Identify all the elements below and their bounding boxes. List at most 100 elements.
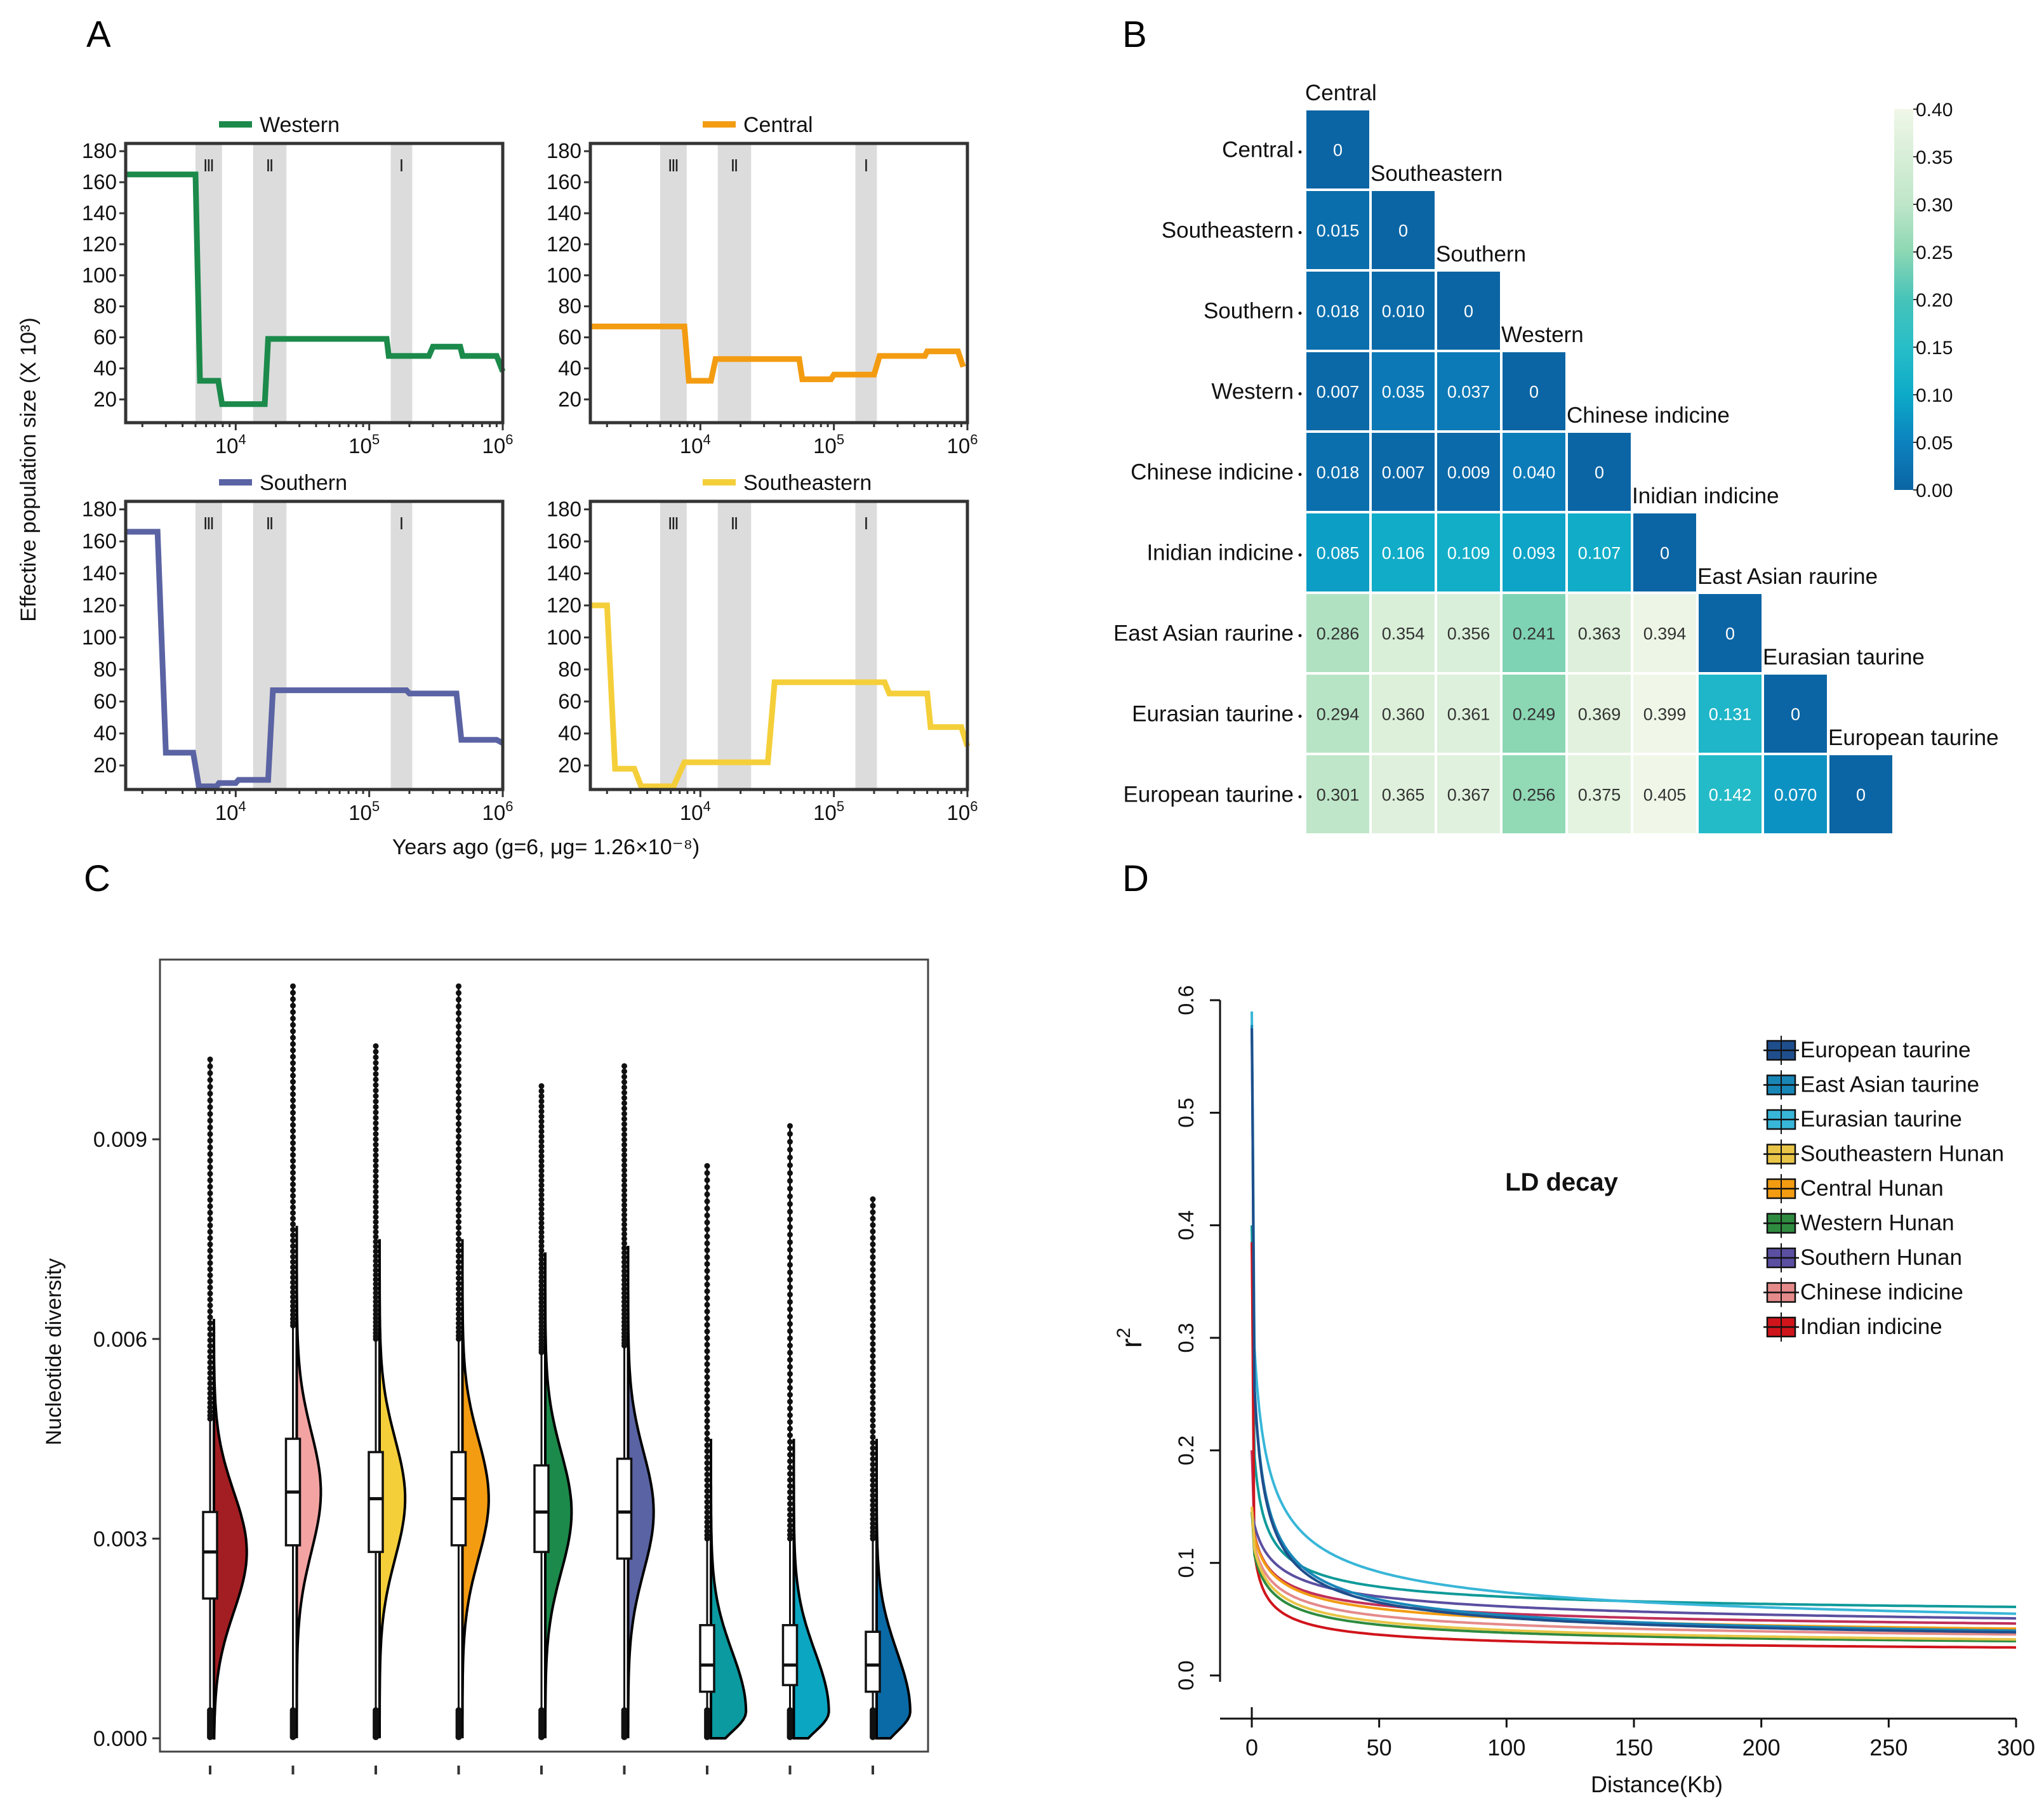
box [368,1451,384,1554]
outlier-point [290,1041,296,1047]
outlier-point [621,1100,627,1106]
outlier-point [704,1483,710,1489]
heatmap-row-label: European taurine [1123,783,1294,807]
outlier-point [621,1152,627,1158]
heatmap-row-tick [1298,473,1302,476]
period-label: Ⅰ [864,514,869,533]
x-tick-label: 105 [348,432,380,458]
y-tick-label: 0.003 [93,1527,147,1551]
y-tick-label: 0.009 [93,1128,147,1152]
outlier-point [207,1326,213,1332]
outlier-point [207,1084,213,1090]
outlier-point [373,1142,379,1148]
violin-group [699,1163,748,1774]
outlier-point [290,1079,296,1085]
outlier-point [538,1260,545,1267]
outlier-point [870,1203,876,1209]
outlier-point [870,1209,876,1215]
outlier-point [456,1177,461,1183]
outlier-point [704,1380,710,1387]
outlier-point [290,1003,296,1009]
outlier-point [456,1291,461,1297]
outlier-point [456,1095,461,1102]
outlier-point [207,1253,213,1260]
outlier-point [538,1172,545,1179]
outlier-point [373,1258,379,1264]
outlier-point [870,1417,876,1424]
heatmap-row-tick [1298,231,1302,234]
outlier-point [870,1341,876,1347]
heatmap-cell-value: 0.015 [1317,221,1360,241]
outlier-point [621,1137,627,1143]
outlier-point [870,1298,876,1304]
outlier-point [538,1220,545,1226]
heatmap-cell [1369,672,1437,755]
y-tick-label: 40 [93,356,117,380]
outlier-point [704,1707,710,1714]
outlier-point [290,1181,296,1187]
outlier-point [456,1069,461,1076]
heatmap-cell-value: 0.009 [1447,463,1490,482]
x-tick-base: 10 [482,434,506,458]
outlier-point [290,1152,296,1158]
outlier-point [621,1206,627,1213]
heatmap-cell [1369,753,1437,836]
outlier-point [207,1104,213,1111]
heatmap-cell [1435,672,1503,755]
outlier-point [290,1047,296,1054]
outlier-point [456,1236,461,1243]
outlier-point [704,1163,710,1169]
y-tick-label: 100 [547,625,581,649]
outlier-point [373,1087,379,1093]
outlier-point [373,1214,379,1220]
outlier-point [538,1243,545,1249]
heatmap-row-tick [1298,553,1302,557]
y-tick-label: 40 [558,356,581,380]
outlier-point [787,1186,793,1192]
ld-curve [1251,1011,2017,1615]
heatmap-cell [1762,672,1829,755]
x-tick-base: 10 [813,801,837,824]
outlier-point [290,983,296,989]
outlier-point [207,1164,213,1170]
outlier-point [456,1146,461,1153]
outlier-point [456,1127,461,1133]
heatmap-cell-value: 0.249 [1513,705,1556,724]
outlier-point [456,1306,461,1312]
outlier-point [870,1434,876,1440]
outlier-point [207,1278,213,1285]
outlier-point [621,1202,627,1208]
y-tick-label: 160 [547,529,581,553]
outlier-point [704,1281,710,1288]
y-tick-label: 140 [547,562,581,585]
y-tick-label: 180 [547,139,581,162]
y-tick-label: 20 [558,753,581,777]
x-tick-base: 10 [813,434,837,458]
y-tick-label: 160 [547,170,581,194]
x-tick-exp: 4 [703,432,711,447]
outlier-point [290,1303,296,1309]
outlier-point [207,1248,213,1254]
ld-curve [1251,1509,2017,1636]
outlier-point [870,1260,876,1267]
heatmap-row: 0.286 0.354 0.356 0.241 0.363 0.394 0 East Asia… [1113,564,1878,675]
heatmap-cell-value: 0.399 [1643,705,1687,724]
outlier-point [787,1458,793,1464]
heatmap-cell [1631,591,1699,675]
outlier-point [870,1267,876,1273]
outlier-point [704,1465,710,1472]
outlier-point [870,1461,876,1467]
outlier-point [207,1290,213,1297]
outlier-point [373,1168,379,1174]
outlier-point [704,1184,710,1191]
psmc-line [126,171,506,407]
y-axis-label: Effective population size (X 10³) [17,317,41,621]
outlier-point [290,1170,296,1176]
outlier-point [787,1349,793,1356]
outlier-point [207,1097,213,1104]
outlier-point [207,1408,213,1415]
outlier-point [373,1234,379,1240]
outlier-point [787,1412,793,1418]
panel-letter-a: A [86,14,111,55]
psmc-line [590,323,966,384]
